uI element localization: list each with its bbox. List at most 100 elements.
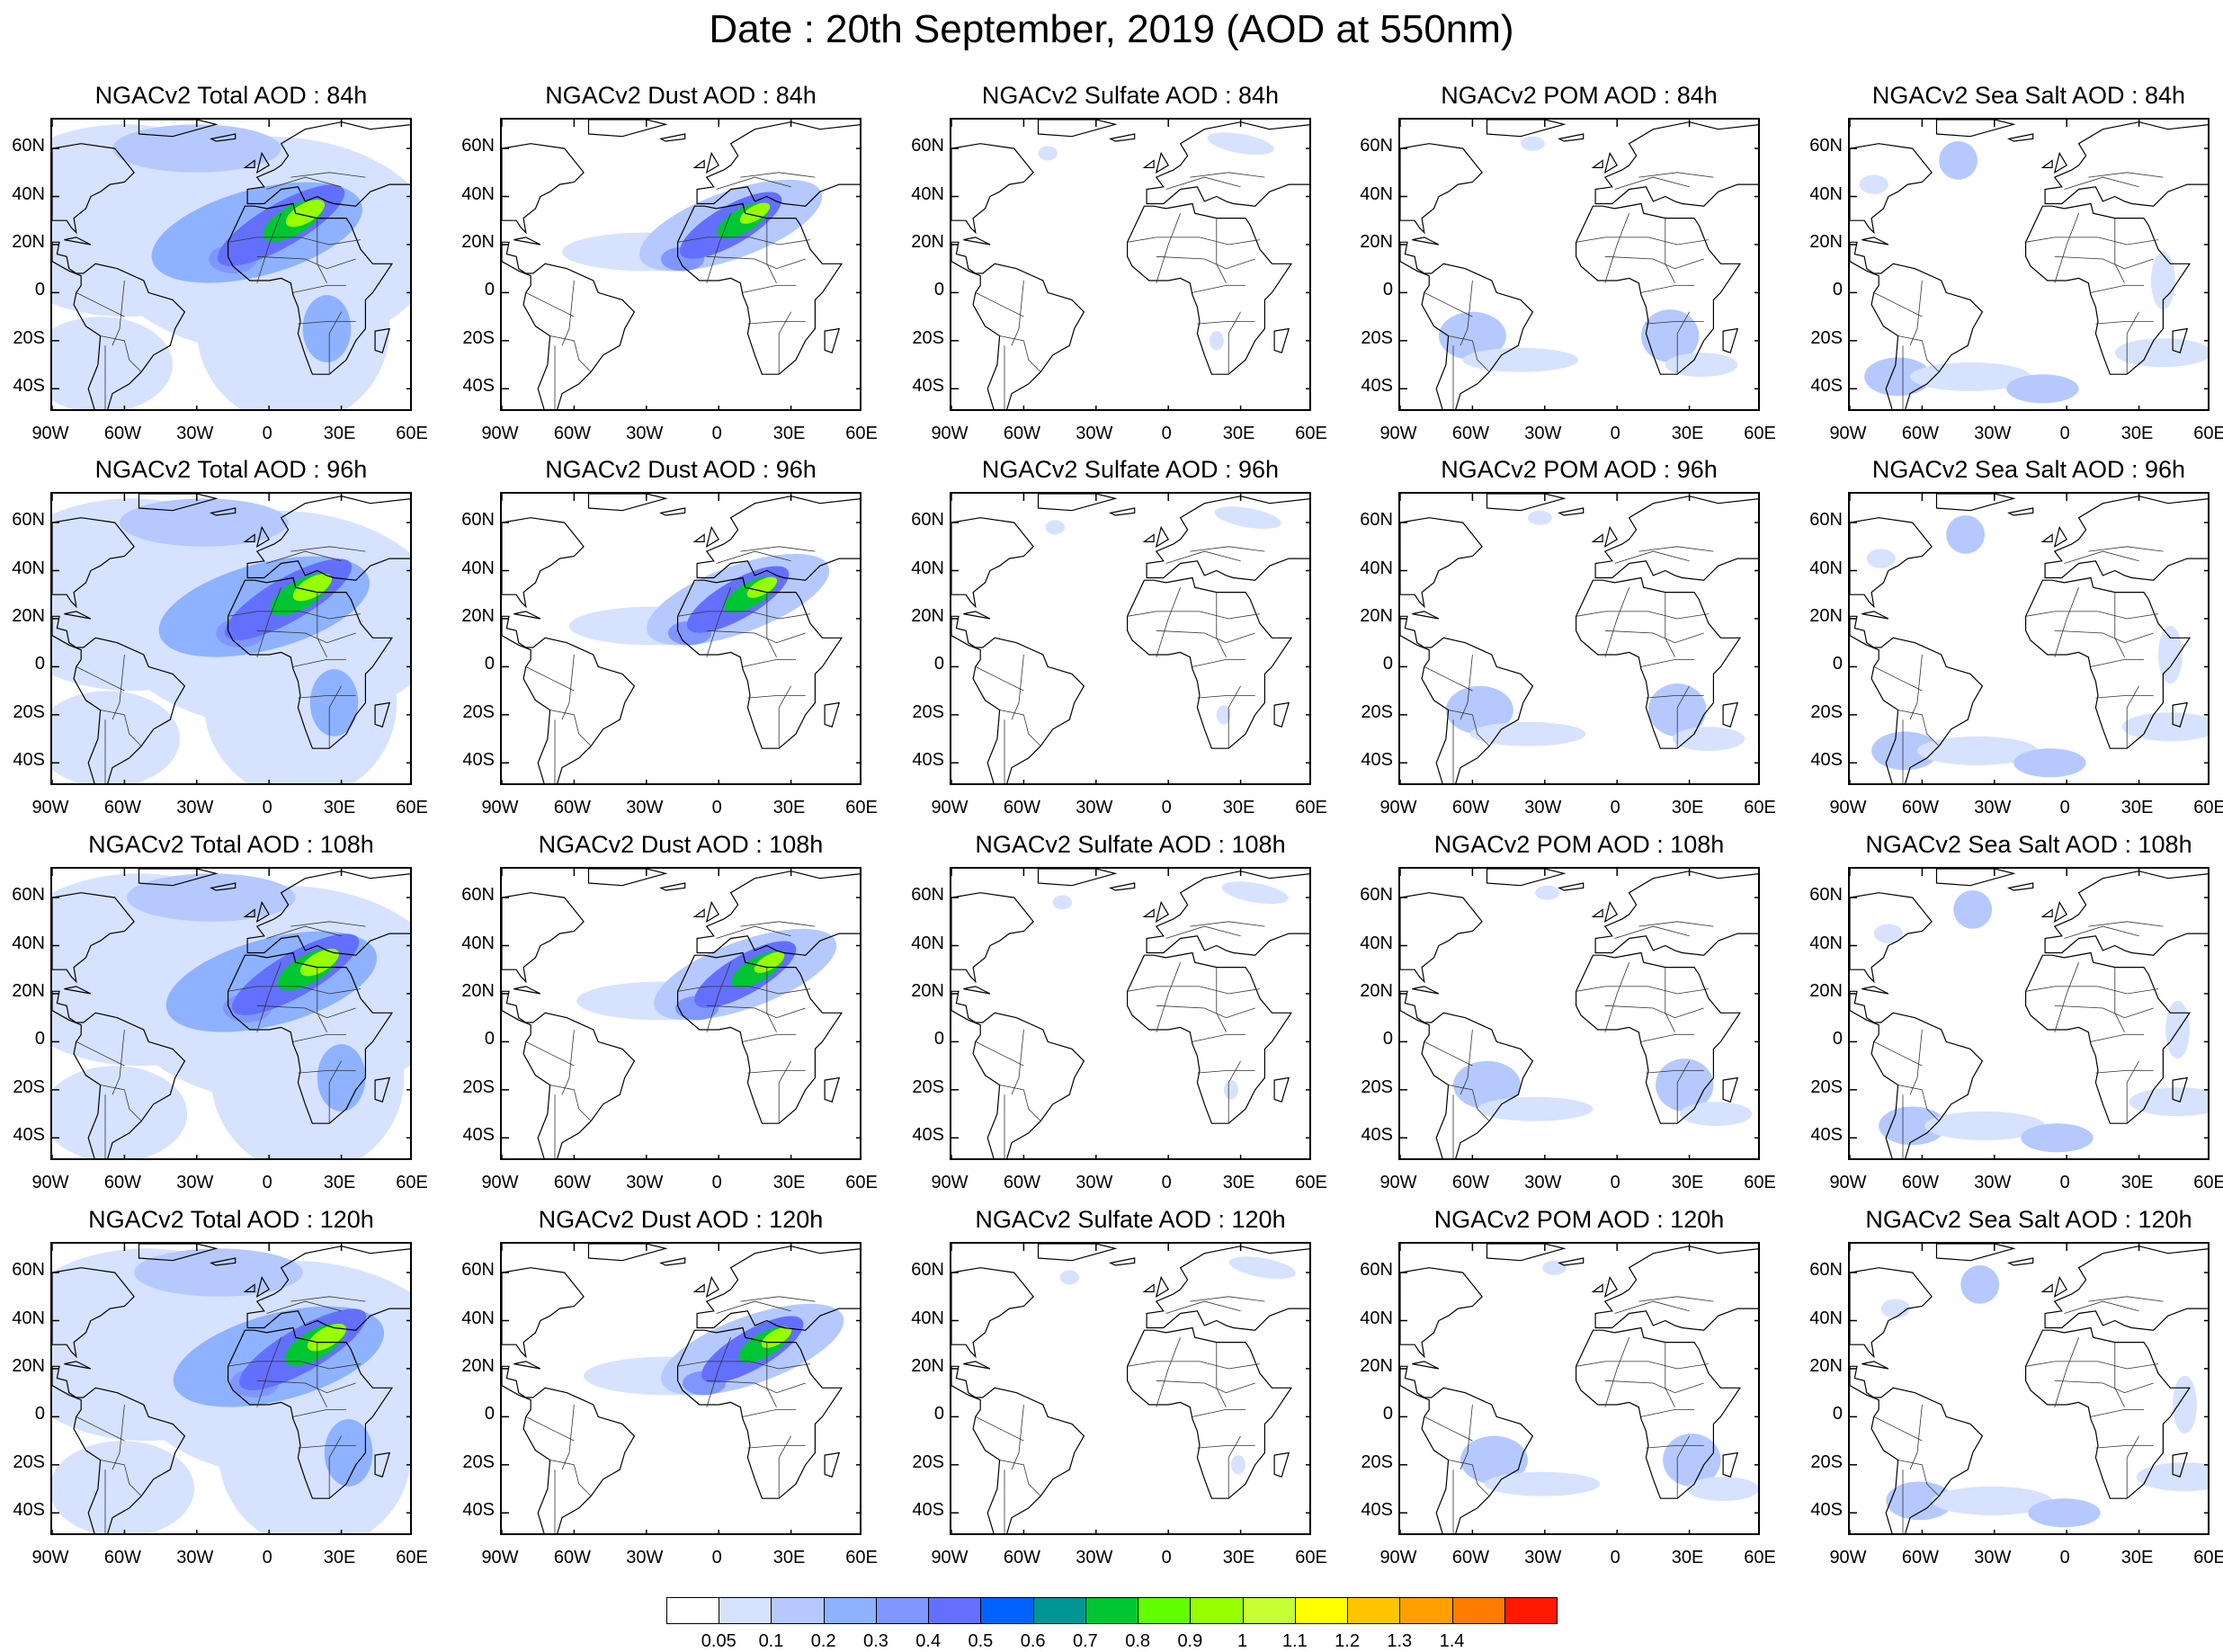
latitude-label: 40N [911,933,944,953]
country-border [2095,1070,2154,1074]
longitude-label: 0 [711,798,722,817]
aod-contour [1484,1471,1601,1496]
latitude-label: 20S [1361,327,1393,348]
country-border [740,921,816,927]
country-border [549,710,592,746]
latitude-label: 0 [34,1029,45,1049]
country-border [747,321,806,325]
country-border [549,335,592,372]
longitude-label: 0 [1161,1173,1172,1192]
longitude-label: 0 [262,1173,272,1192]
longitude-label: 60W [103,1548,141,1567]
coastline [1486,1244,1567,1262]
country-border [1873,1041,1923,1067]
panel-title: NGACv2 POM AOD : 108h [1433,831,1725,858]
colorbar-label: 1.2 [1335,1631,1360,1651]
map-canvas [502,120,860,409]
country-border [778,685,791,749]
coastline [2040,1283,2053,1292]
country-border [317,1342,327,1407]
coastline [963,237,991,246]
latitude-label: 40S [912,1500,944,1521]
country-border [1640,285,1694,293]
aod-contour [324,1419,373,1487]
country-border [1897,335,1940,372]
country-border [716,176,791,190]
longitude-label: 0 [2059,1173,2070,1192]
country-border [1216,1342,1227,1407]
country-border [1156,255,1255,270]
country-border [256,962,281,1032]
country-border [740,1296,816,1302]
coastline [1576,1326,1742,1499]
country-border [1192,659,1245,667]
country-border [112,1029,125,1095]
panel-title: NGACv2 Dust AOD : 96h [545,456,817,483]
country-border [256,587,281,657]
latitude-label: 20S [462,701,495,722]
country-border [1614,1300,1690,1314]
latitude-label: 40S [1361,1125,1393,1146]
latitude-label: 20N [461,231,495,252]
country-border [298,1070,356,1074]
coastline [824,327,841,353]
coastline [52,143,135,235]
longitude-label: 60W [553,798,591,817]
longitude-label: 60W [1451,1173,1489,1192]
coastline [1558,507,1585,516]
country-border [1646,321,1704,325]
country-border [290,921,366,927]
coastline [2007,882,2034,891]
coastline [1576,576,1742,749]
country-border [766,218,777,283]
country-border [1192,1409,1245,1417]
coastline [2040,908,2053,917]
coastline [138,494,219,512]
country-border [561,654,575,720]
aod-contour [1453,1060,1521,1110]
panel-title: NGACv2 Sulfate AOD : 96h [981,456,1280,483]
coastline [951,990,1085,1158]
country-border [1011,280,1024,346]
country-border [317,218,327,283]
coastline [374,327,391,353]
latitude-label: 40N [911,558,944,578]
country-border [1614,176,1690,190]
coastline [1400,241,1534,409]
coastline [1273,327,1290,353]
longitude-label: 0 [2059,424,2070,443]
coastline [2007,133,2034,142]
latitude-label: 20S [1361,1076,1393,1097]
country-border [1156,962,1181,1032]
country-border [317,592,327,657]
country-border [677,611,811,620]
country-border [1604,587,1629,657]
latitude-label: 20N [461,605,495,626]
coastline [587,120,668,138]
country-border [706,255,806,270]
coastline [64,611,92,620]
country-border [1897,1085,1940,1121]
country-border [1676,1435,1690,1499]
coastline [513,986,541,995]
country-border [112,1404,125,1470]
country-border [1646,1445,1704,1449]
aod-map [950,492,1311,785]
coastline [1935,1244,2016,1262]
latitude-label: 20N [1360,605,1393,626]
latitude-label: 20N [1809,605,1843,626]
colorbar-swatch [1032,1597,1086,1624]
map-canvas [52,1244,410,1533]
coastline [1109,133,1136,142]
country-border [292,285,346,293]
aod-map [950,867,1311,1160]
coastline [502,615,636,783]
longitude-label: 90W [1379,798,1417,817]
aod-contour [112,124,281,173]
country-border [76,1041,125,1067]
coastline [1594,121,1758,207]
coastline [1109,882,1136,891]
longitude-label: 60E [2193,798,2223,817]
country-border [1665,592,1675,657]
longitude-label: 30W [626,1173,664,1192]
